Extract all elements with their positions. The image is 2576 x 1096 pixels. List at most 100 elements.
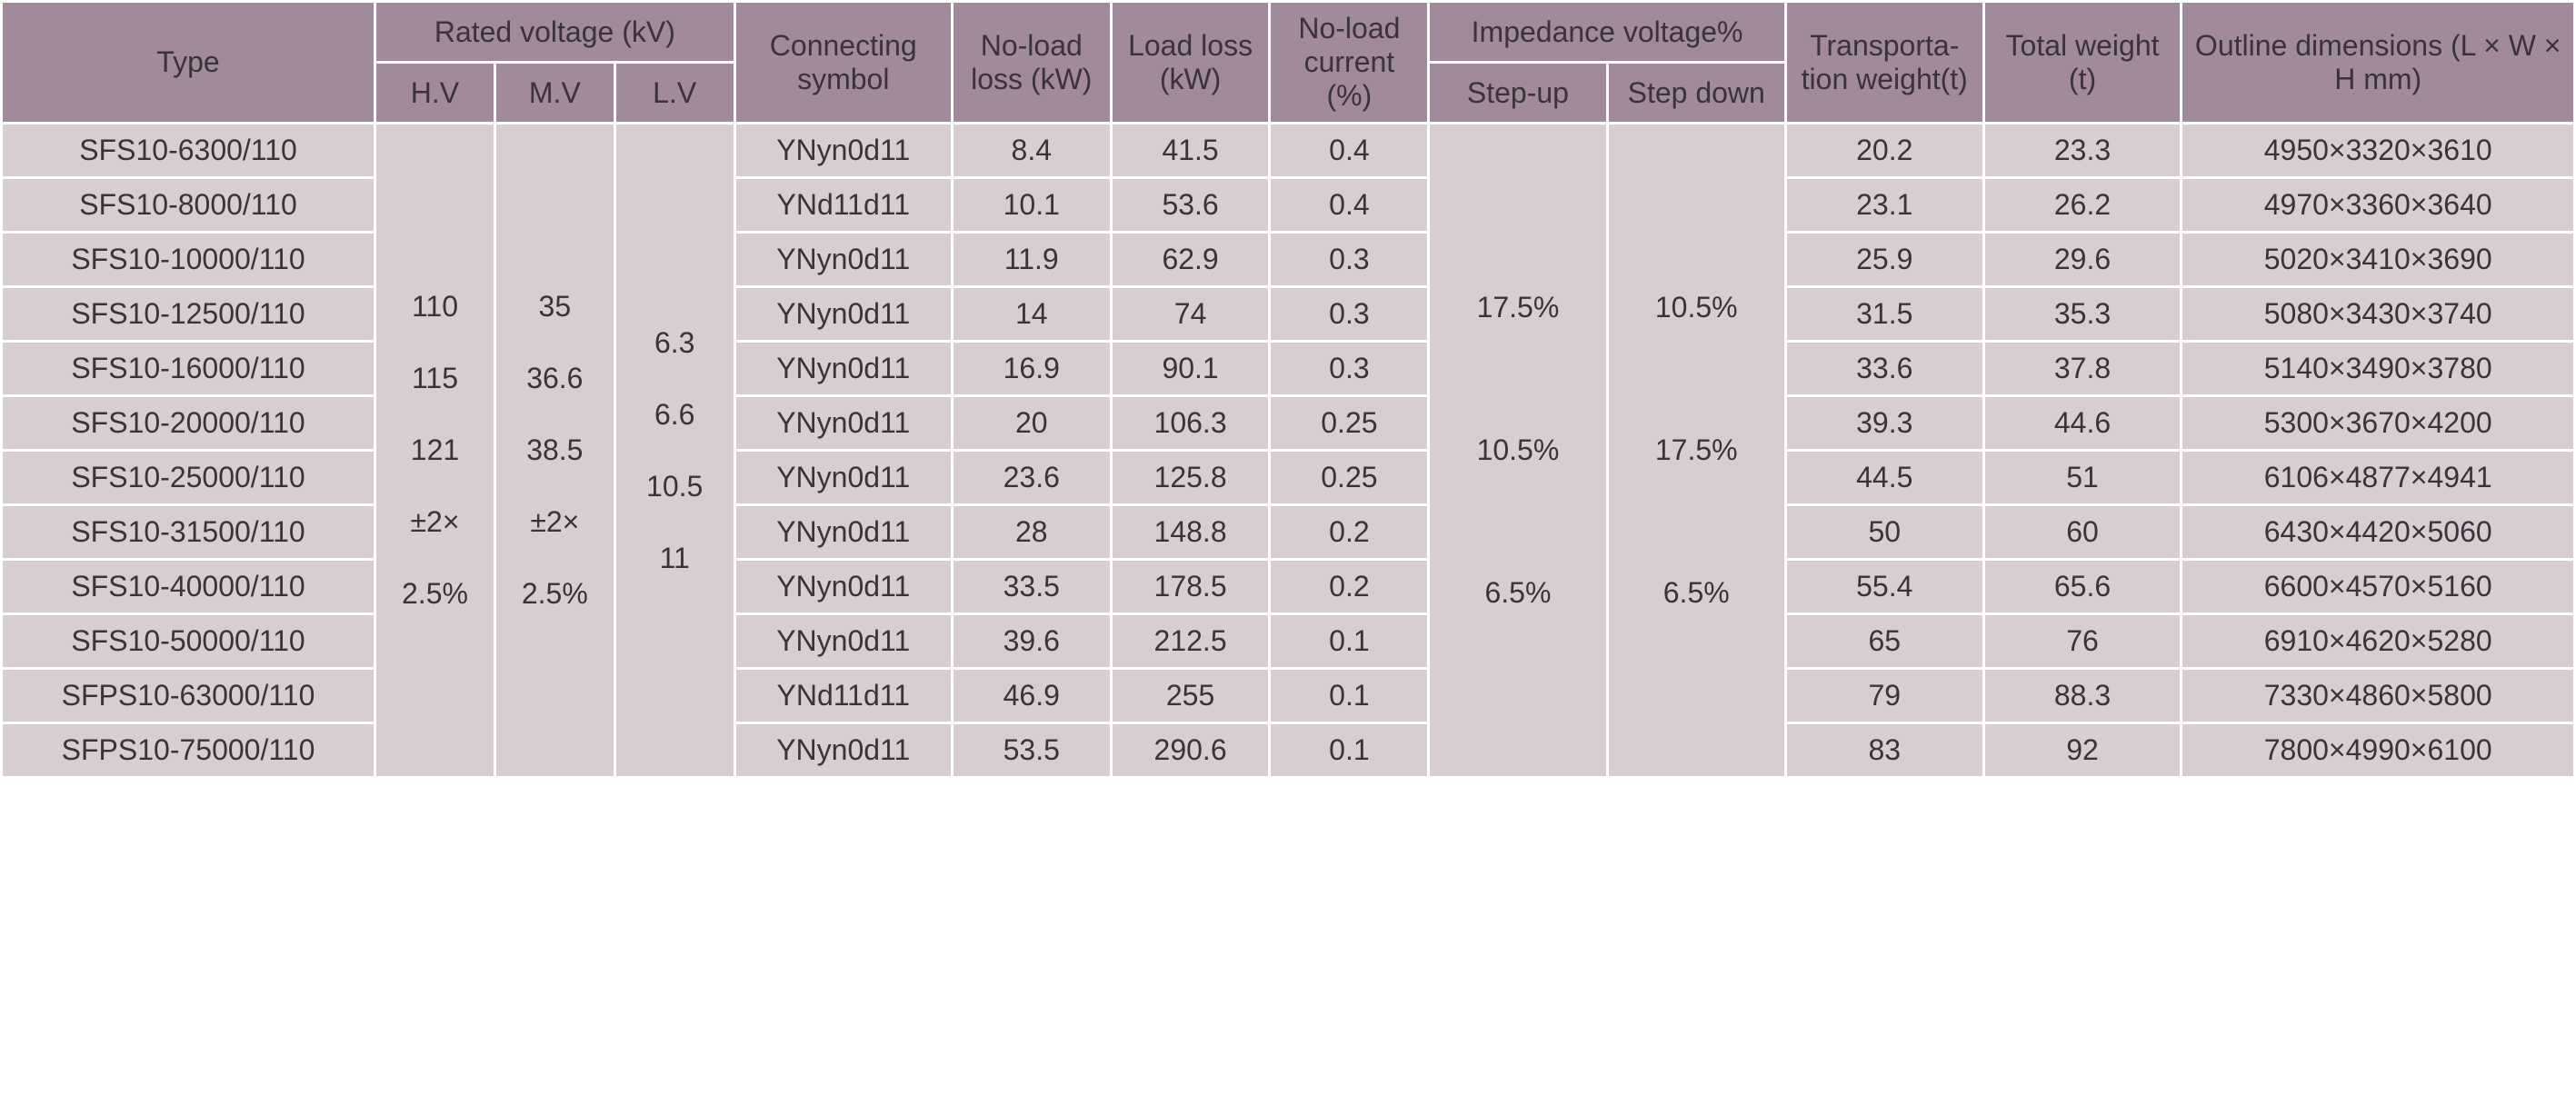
cell-type: SFS10-31500/110 xyxy=(3,506,374,558)
cell-dimensions: 6600×4570×5160 xyxy=(2182,561,2573,613)
cell-type: SFS10-40000/110 xyxy=(3,561,374,613)
header-transport: Transporta-tion weight(t) xyxy=(1787,3,1982,122)
cell-noload-loss: 8.4 xyxy=(954,125,1110,176)
header-hv: H.V xyxy=(376,64,494,122)
cell-load-loss: 148.8 xyxy=(1113,506,1269,558)
cell-stepdown: 10.5%17.5%6.5% xyxy=(1609,125,1784,776)
cell-transport: 79 xyxy=(1787,670,1982,722)
cell-load-loss: 290.6 xyxy=(1113,724,1269,776)
cell-transport: 50 xyxy=(1787,506,1982,558)
cell-noload-loss: 16.9 xyxy=(954,343,1110,394)
cell-connecting: YNyn0d11 xyxy=(736,288,951,340)
cell-total-weight: 44.6 xyxy=(1985,397,2181,449)
cell-noload-loss: 46.9 xyxy=(954,670,1110,722)
cell-noload-loss: 20 xyxy=(954,397,1110,449)
cell-connecting: YNyn0d11 xyxy=(736,506,951,558)
cell-noload-current: 0.25 xyxy=(1271,452,1427,503)
cell-load-loss: 62.9 xyxy=(1113,234,1269,285)
header-load-loss: Load loss (kW) xyxy=(1113,3,1269,122)
cell-noload-loss: 11.9 xyxy=(954,234,1110,285)
cell-connecting: YNyn0d11 xyxy=(736,397,951,449)
cell-noload-loss: 39.6 xyxy=(954,615,1110,667)
cell-type: SFPS10-63000/110 xyxy=(3,670,374,722)
cell-dimensions: 6106×4877×4941 xyxy=(2182,452,2573,503)
cell-load-loss: 90.1 xyxy=(1113,343,1269,394)
cell-total-weight: 26.2 xyxy=(1985,179,2181,231)
cell-noload-current: 0.2 xyxy=(1271,561,1427,613)
cell-noload-current: 0.4 xyxy=(1271,125,1427,176)
cell-connecting: YNyn0d11 xyxy=(736,343,951,394)
cell-noload-current: 0.2 xyxy=(1271,506,1427,558)
header-noload-loss: No-load loss (kW) xyxy=(954,3,1110,122)
cell-noload-current: 0.25 xyxy=(1271,397,1427,449)
cell-load-loss: 41.5 xyxy=(1113,125,1269,176)
cell-connecting: YNd11d11 xyxy=(736,670,951,722)
cell-connecting: YNyn0d11 xyxy=(736,452,951,503)
cell-transport: 83 xyxy=(1787,724,1982,776)
cell-connecting: YNyn0d11 xyxy=(736,615,951,667)
cell-load-loss: 106.3 xyxy=(1113,397,1269,449)
cell-load-loss: 212.5 xyxy=(1113,615,1269,667)
cell-transport: 31.5 xyxy=(1787,288,1982,340)
cell-total-weight: 65.6 xyxy=(1985,561,2181,613)
cell-noload-current: 0.1 xyxy=(1271,724,1427,776)
cell-noload-loss: 53.5 xyxy=(954,724,1110,776)
cell-connecting: YNyn0d11 xyxy=(736,561,951,613)
cell-transport: 25.9 xyxy=(1787,234,1982,285)
cell-noload-current: 0.4 xyxy=(1271,179,1427,231)
header-dimensions: Outline dimensions (L × W × H mm) xyxy=(2182,3,2573,122)
cell-total-weight: 35.3 xyxy=(1985,288,2181,340)
cell-dimensions: 6430×4420×5060 xyxy=(2182,506,2573,558)
cell-total-weight: 60 xyxy=(1985,506,2181,558)
cell-type: SFS10-8000/110 xyxy=(3,179,374,231)
cell-total-weight: 37.8 xyxy=(1985,343,2181,394)
cell-dimensions: 5080×3430×3740 xyxy=(2182,288,2573,340)
table-row: SFS10-6300/110110115121±2×2.5%3536.638.5… xyxy=(3,125,2573,176)
cell-transport: 20.2 xyxy=(1787,125,1982,176)
cell-transport: 65 xyxy=(1787,615,1982,667)
cell-type: SFS10-12500/110 xyxy=(3,288,374,340)
cell-load-loss: 178.5 xyxy=(1113,561,1269,613)
cell-dimensions: 7800×4990×6100 xyxy=(2182,724,2573,776)
cell-noload-loss: 23.6 xyxy=(954,452,1110,503)
header-total-weight: Total weight (t) xyxy=(1985,3,2181,122)
cell-noload-current: 0.3 xyxy=(1271,288,1427,340)
cell-total-weight: 92 xyxy=(1985,724,2181,776)
cell-total-weight: 51 xyxy=(1985,452,2181,503)
cell-transport: 33.6 xyxy=(1787,343,1982,394)
cell-lv: 6.36.610.511 xyxy=(616,125,734,776)
cell-total-weight: 76 xyxy=(1985,615,2181,667)
header-rated-voltage: Rated voltage (kV) xyxy=(376,3,734,61)
header-connecting: Connecting symbol xyxy=(736,3,951,122)
cell-transport: 55.4 xyxy=(1787,561,1982,613)
cell-dimensions: 5020×3410×3690 xyxy=(2182,234,2573,285)
header-noload-current: No-load current (%) xyxy=(1271,3,1427,122)
cell-type: SFS10-20000/110 xyxy=(3,397,374,449)
cell-connecting: YNyn0d11 xyxy=(736,234,951,285)
cell-dimensions: 4950×3320×3610 xyxy=(2182,125,2573,176)
cell-dimensions: 4970×3360×3640 xyxy=(2182,179,2573,231)
cell-noload-current: 0.3 xyxy=(1271,343,1427,394)
cell-noload-current: 0.1 xyxy=(1271,615,1427,667)
cell-load-loss: 53.6 xyxy=(1113,179,1269,231)
cell-dimensions: 6910×4620×5280 xyxy=(2182,615,2573,667)
cell-noload-loss: 10.1 xyxy=(954,179,1110,231)
cell-type: SFPS10-75000/110 xyxy=(3,724,374,776)
cell-type: SFS10-6300/110 xyxy=(3,125,374,176)
cell-mv: 3536.638.5±2×2.5% xyxy=(496,125,614,776)
cell-stepup: 17.5%10.5%6.5% xyxy=(1430,125,1605,776)
header-stepup: Step-up xyxy=(1430,64,1605,122)
cell-total-weight: 23.3 xyxy=(1985,125,2181,176)
cell-noload-loss: 28 xyxy=(954,506,1110,558)
cell-type: SFS10-10000/110 xyxy=(3,234,374,285)
header-row-1: Type Rated voltage (kV) Connecting symbo… xyxy=(3,3,2573,61)
cell-transport: 39.3 xyxy=(1787,397,1982,449)
cell-load-loss: 125.8 xyxy=(1113,452,1269,503)
transformer-spec-table: Type Rated voltage (kV) Connecting symbo… xyxy=(0,0,2576,779)
cell-total-weight: 29.6 xyxy=(1985,234,2181,285)
header-lv: L.V xyxy=(616,64,734,122)
cell-load-loss: 255 xyxy=(1113,670,1269,722)
cell-hv: 110115121±2×2.5% xyxy=(376,125,494,776)
header-type: Type xyxy=(3,3,374,122)
cell-connecting: YNd11d11 xyxy=(736,179,951,231)
